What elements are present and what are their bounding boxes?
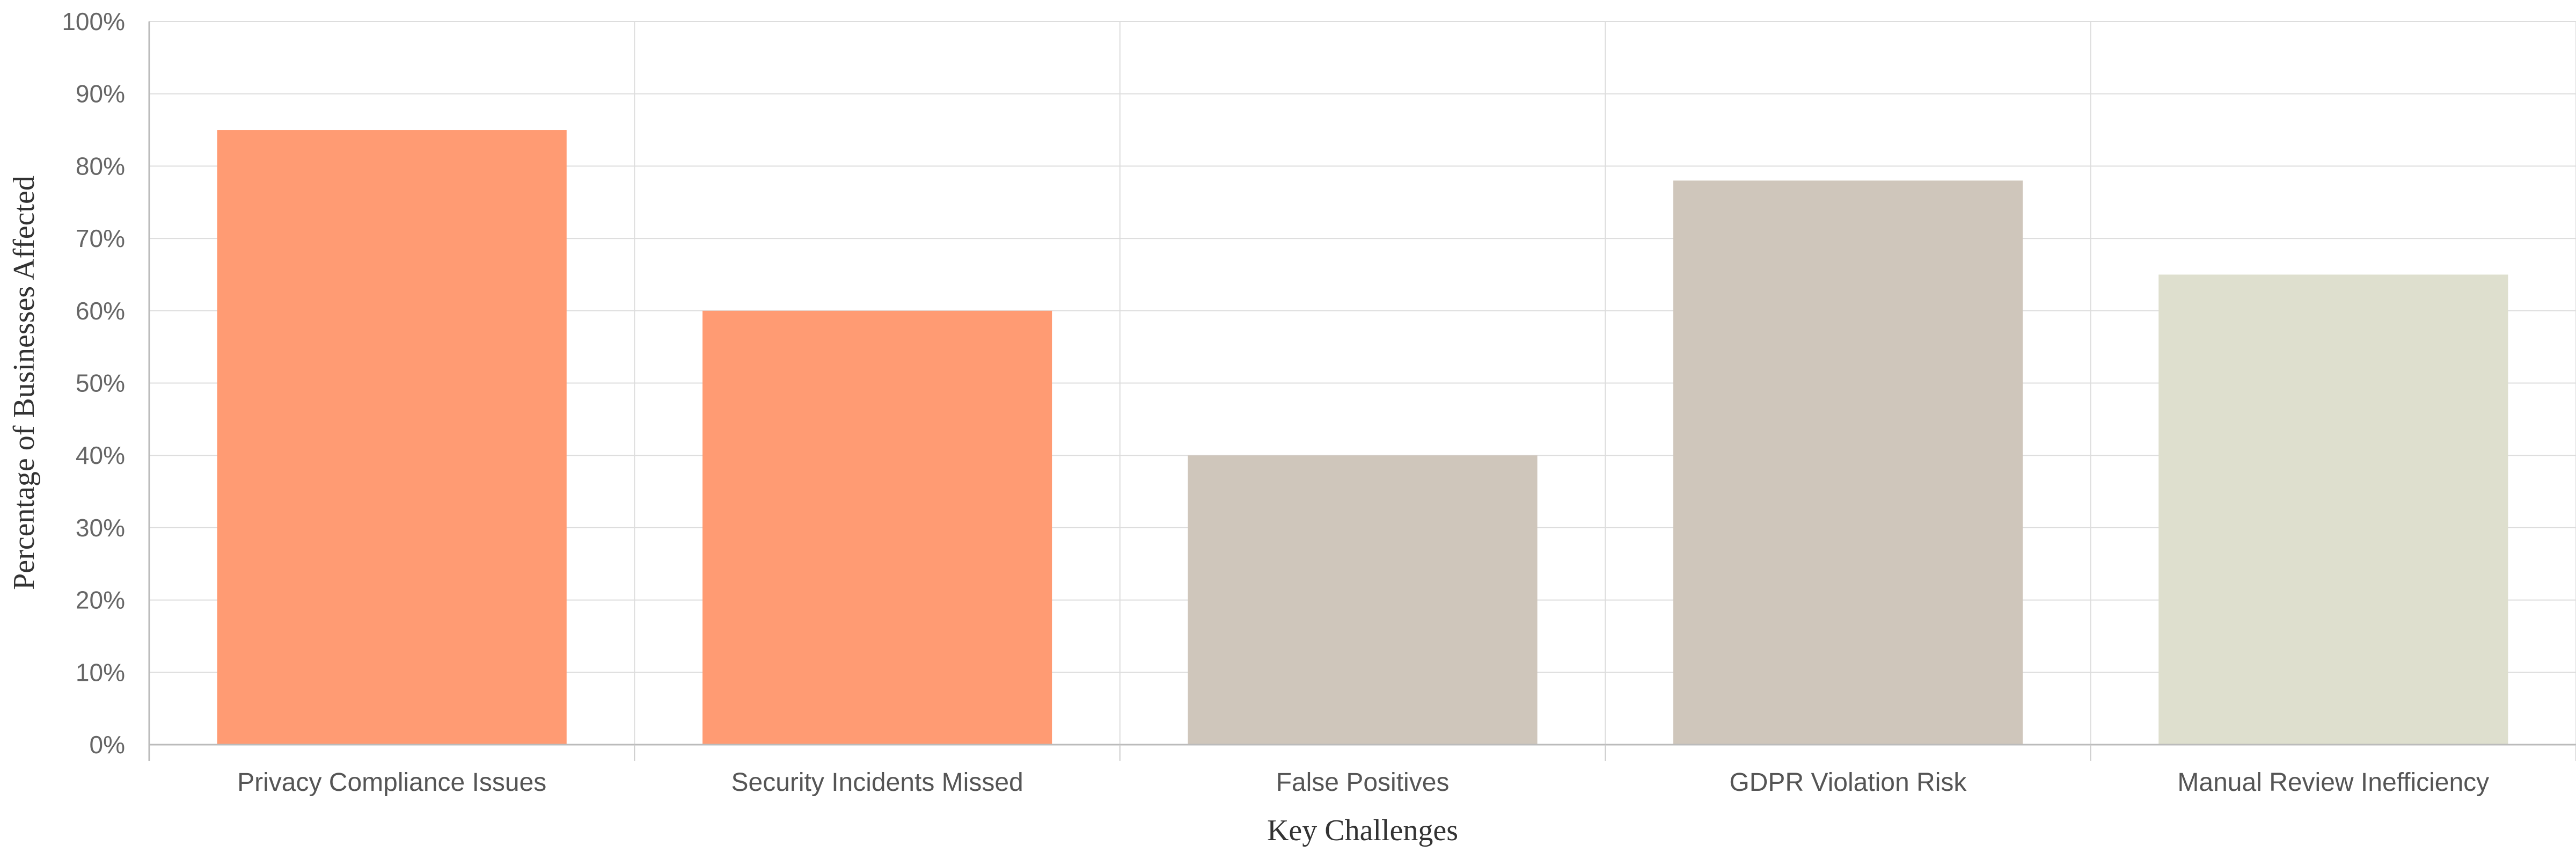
y-tick-label: 60% xyxy=(76,297,125,325)
bar xyxy=(2158,274,2508,745)
axes-layer xyxy=(148,21,2576,761)
y-tick-label: 70% xyxy=(76,224,125,252)
y-axis-title: Percentage of Businesses Affected xyxy=(8,176,41,590)
y-tick-label: 90% xyxy=(76,80,125,108)
y-tick-label: 10% xyxy=(76,658,125,686)
bar xyxy=(217,130,567,745)
bar xyxy=(702,310,1052,745)
x-tick-label: False Positives xyxy=(1276,768,1450,797)
bars-layer xyxy=(217,130,2508,745)
y-tick-label: 30% xyxy=(76,514,125,542)
y-tick-label: 80% xyxy=(76,152,125,180)
labels-layer: 0% 10% 20% 30% 40% 50% 60% 70% 80% 90% 100% Privacy… xyxy=(62,8,2489,797)
y-tick-label: 40% xyxy=(76,441,125,469)
x-tick-label: Privacy Compliance Issues xyxy=(237,768,546,797)
x-axis-title: Key Challenges xyxy=(1267,814,1458,847)
y-tick-label: 0% xyxy=(90,731,125,759)
y-tick-label: 20% xyxy=(76,586,125,614)
x-tick-label: Manual Review Inefficiency xyxy=(2177,768,2489,797)
bar xyxy=(1188,455,1538,745)
x-tick-label: GDPR Violation Risk xyxy=(1729,768,1967,797)
y-tick-label: 100% xyxy=(62,8,125,35)
y-tick-label: 50% xyxy=(76,369,125,397)
x-tick-label: Security Incidents Missed xyxy=(731,768,1023,797)
bar xyxy=(1673,180,2023,745)
